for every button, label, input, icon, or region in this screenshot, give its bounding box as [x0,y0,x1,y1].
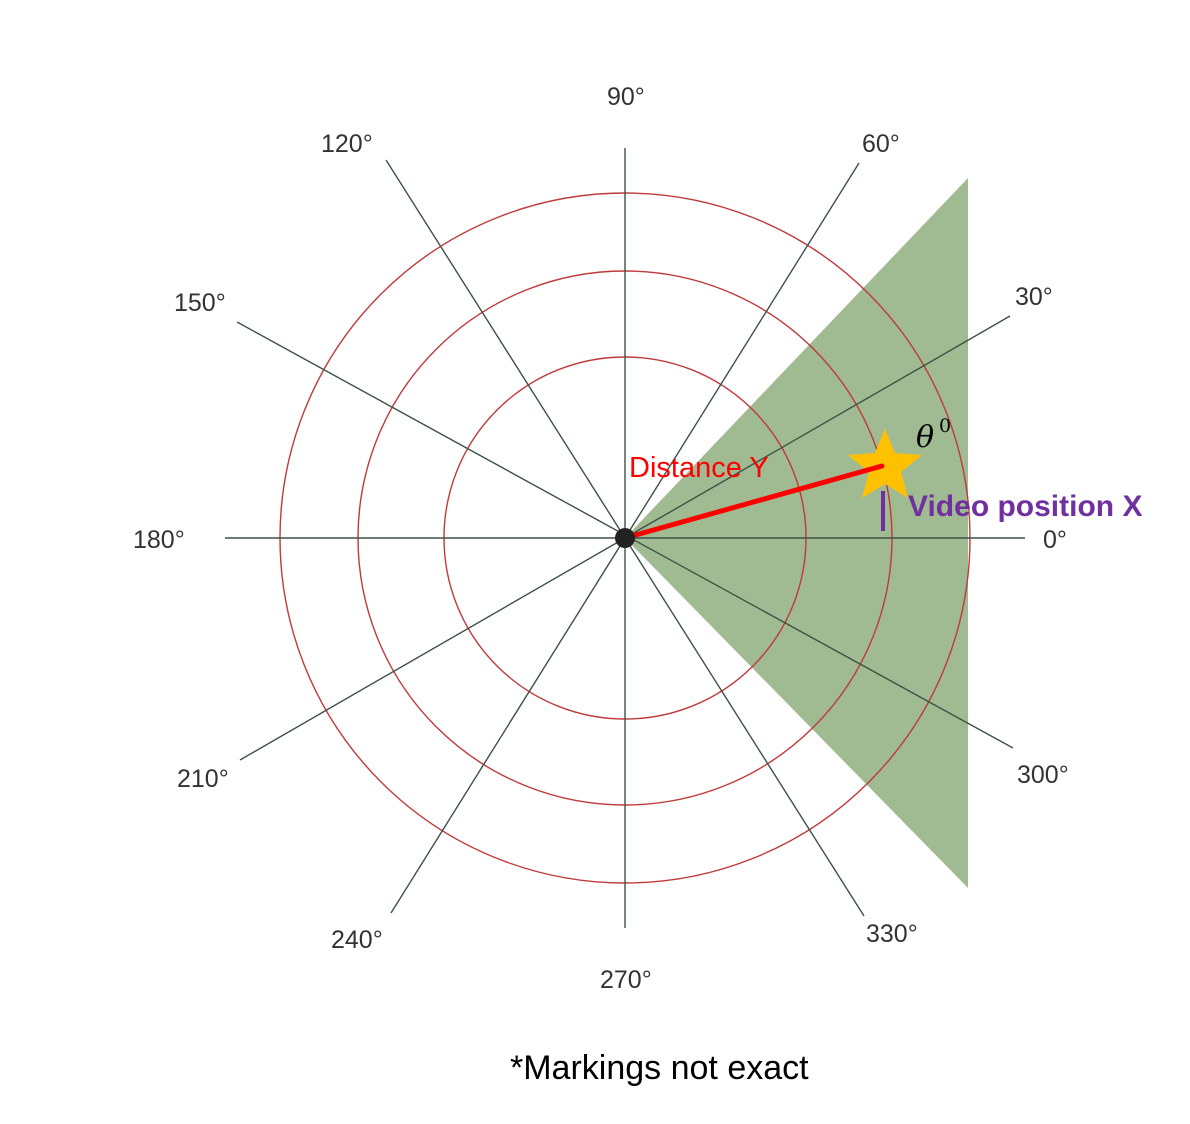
angle-label-330: 330° [866,920,918,948]
angle-label-300: 300° [1017,761,1069,789]
video-position-label: Video position X [908,490,1142,523]
angle-label-210: 210° [177,765,229,793]
angle-label-0: 0° [1043,526,1067,554]
angle-label-30: 30° [1015,283,1053,311]
angle-label-120: 120° [321,130,373,158]
angle-label-180: 180° [133,526,185,554]
angle-label-60: 60° [862,130,900,158]
angle-label-270: 270° [600,966,652,994]
target-star-icon [848,429,922,498]
angle-label-150: 150° [174,289,226,317]
distance-label: Distance Y [629,452,769,484]
distance-line [622,463,885,541]
theta-superscript: 0 [939,415,951,437]
theta-symbol: θ [916,420,934,455]
field-of-view-wedge [625,178,968,888]
footnote: *Markings not exact [510,1049,809,1087]
angle-label-90: 90° [607,83,645,111]
center-point [615,528,635,548]
angle-label-240: 240° [331,926,383,954]
